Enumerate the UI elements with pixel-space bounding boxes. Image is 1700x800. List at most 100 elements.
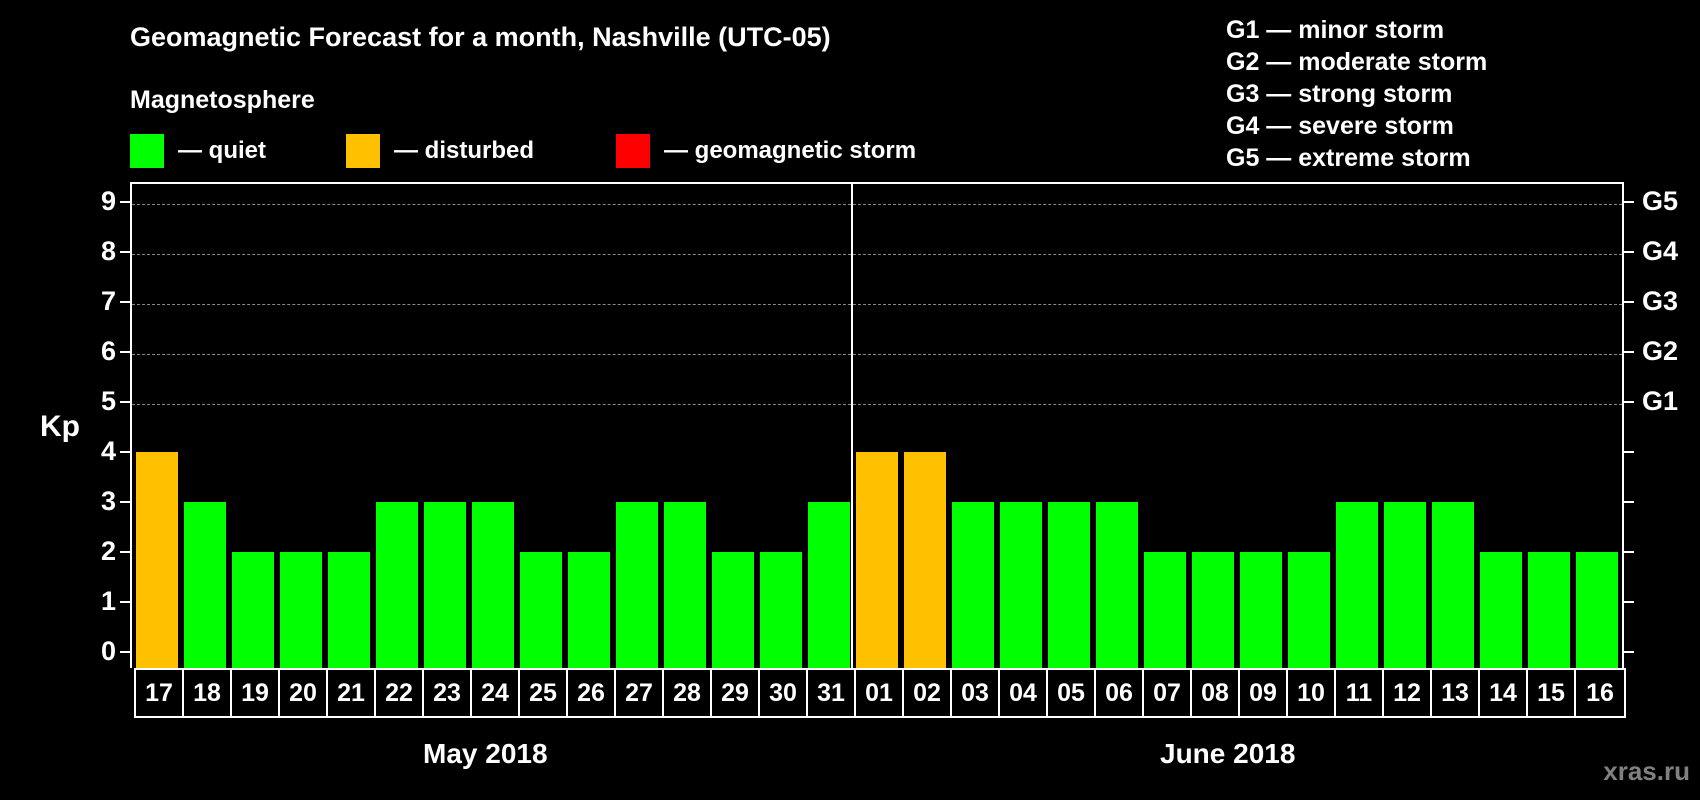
month-divider: [851, 184, 853, 668]
right-axis-label-g5: G5: [1642, 186, 1679, 216]
right-axis-label-g2: G2: [1642, 336, 1679, 366]
y-tick: [120, 201, 130, 203]
bar-28: [664, 502, 706, 668]
right-tick: [1624, 651, 1634, 653]
bar-07: [1144, 552, 1186, 668]
y-tick-label: 1: [100, 586, 116, 616]
legend-item-storm: — geomagnetic storm: [616, 134, 916, 168]
x-tick-label: 18: [184, 670, 232, 716]
x-tick-label: 07: [1144, 670, 1192, 716]
right-axis-label-g1: G1: [1642, 386, 1679, 416]
bar-19: [232, 552, 274, 668]
storm-scale-g2: G2 — moderate storm: [1226, 48, 1488, 76]
x-tick-label: 02: [904, 670, 952, 716]
x-tick-label: 25: [520, 670, 568, 716]
storm-scale-legend: G1 — minor storm G2 — moderate storm G3 …: [1226, 14, 1487, 174]
right-axis-label-g3: G3: [1642, 286, 1679, 316]
right-tick: [1624, 451, 1634, 453]
bar-21: [328, 552, 370, 668]
x-tick-label: 09: [1240, 670, 1288, 716]
bar-14: [1480, 552, 1522, 668]
x-tick-label: 10: [1288, 670, 1336, 716]
storm-swatch-icon: [616, 134, 650, 168]
x-tick-label: 20: [280, 670, 328, 716]
bar-09: [1240, 552, 1282, 668]
y-tick: [120, 251, 130, 253]
x-tick-label: 30: [760, 670, 808, 716]
bar-06: [1096, 502, 1138, 668]
x-tick-label: 04: [1000, 670, 1048, 716]
y-tick-label: 6: [100, 336, 116, 366]
gridline-kp-6: [132, 354, 1622, 355]
y-tick: [120, 401, 130, 403]
bar-23: [424, 502, 466, 668]
right-tick: [1624, 201, 1634, 203]
bar-11: [1336, 502, 1378, 668]
x-tick-label: 17: [136, 670, 184, 716]
y-tick-label: 9: [100, 186, 116, 216]
bar-04: [1000, 502, 1042, 668]
right-tick: [1624, 351, 1634, 353]
bar-05: [1048, 502, 1090, 668]
legend-label-quiet: — quiet: [178, 137, 266, 164]
y-tick: [120, 651, 130, 653]
bar-10: [1288, 552, 1330, 668]
bar-27: [616, 502, 658, 668]
bar-20: [280, 552, 322, 668]
right-tick: [1624, 301, 1634, 303]
x-tick-label: 21: [328, 670, 376, 716]
x-tick-label: 15: [1528, 670, 1576, 716]
y-tick: [120, 451, 130, 453]
bar-24: [472, 502, 514, 668]
legend-heading: Magnetosphere: [130, 86, 315, 114]
x-tick-label: 31: [808, 670, 856, 716]
gridline-kp-5: [132, 404, 1622, 405]
gridline-kp-7: [132, 304, 1622, 305]
bar-01: [856, 452, 898, 668]
legend-item-disturbed: — disturbed: [346, 134, 534, 168]
x-tick-label: 03: [952, 670, 1000, 716]
right-tick: [1624, 401, 1634, 403]
bar-15: [1528, 552, 1570, 668]
bar-30: [760, 552, 802, 668]
gridline-kp-9: [132, 204, 1622, 205]
y-tick: [120, 601, 130, 603]
disturbed-swatch-icon: [346, 134, 380, 168]
right-tick: [1624, 251, 1634, 253]
x-tick-label: 01: [856, 670, 904, 716]
month-label-may: May 2018: [423, 738, 548, 769]
x-tick-label: 06: [1096, 670, 1144, 716]
bar-12: [1384, 502, 1426, 668]
x-tick-label: 05: [1048, 670, 1096, 716]
storm-scale-g5: G5 — extreme storm: [1226, 144, 1471, 172]
legend-label-storm: — geomagnetic storm: [664, 137, 917, 164]
bar-13: [1432, 502, 1474, 668]
x-tick-label: 28: [664, 670, 712, 716]
y-tick-label: 4: [100, 436, 116, 466]
bar-29: [712, 552, 754, 668]
storm-scale-g1: G1 — minor storm: [1226, 16, 1445, 44]
bar-25: [520, 552, 562, 668]
right-tick: [1624, 501, 1634, 503]
storm-scale-g4: G4 — severe storm: [1226, 112, 1454, 140]
y-tick: [120, 501, 130, 503]
right-tick: [1624, 551, 1634, 553]
bar-26: [568, 552, 610, 668]
plot-area: [130, 182, 1624, 668]
y-tick-label: 3: [100, 486, 116, 516]
x-tick-label: 12: [1384, 670, 1432, 716]
legend-item-quiet: — quiet: [130, 134, 266, 168]
x-tick-label: 16: [1586, 678, 1614, 707]
x-axis-date-row: 17 18 19 20 21 22 23 24 25 26 27 28 29 30 31 01 02 03 04 05…: [134, 668, 1626, 718]
x-tick-label: 26: [568, 670, 616, 716]
y-tick-label: 8: [100, 236, 116, 266]
x-tick-label: 22: [376, 670, 424, 716]
gridline-kp-8: [132, 254, 1622, 255]
x-tick-label: 19: [232, 670, 280, 716]
bar-18: [184, 502, 226, 668]
x-tick-label: 14: [1480, 670, 1528, 716]
x-tick-label: 27: [616, 670, 664, 716]
x-tick-label: 23: [424, 670, 472, 716]
y-tick: [120, 351, 130, 353]
y-axis-label: Kp: [40, 410, 80, 443]
